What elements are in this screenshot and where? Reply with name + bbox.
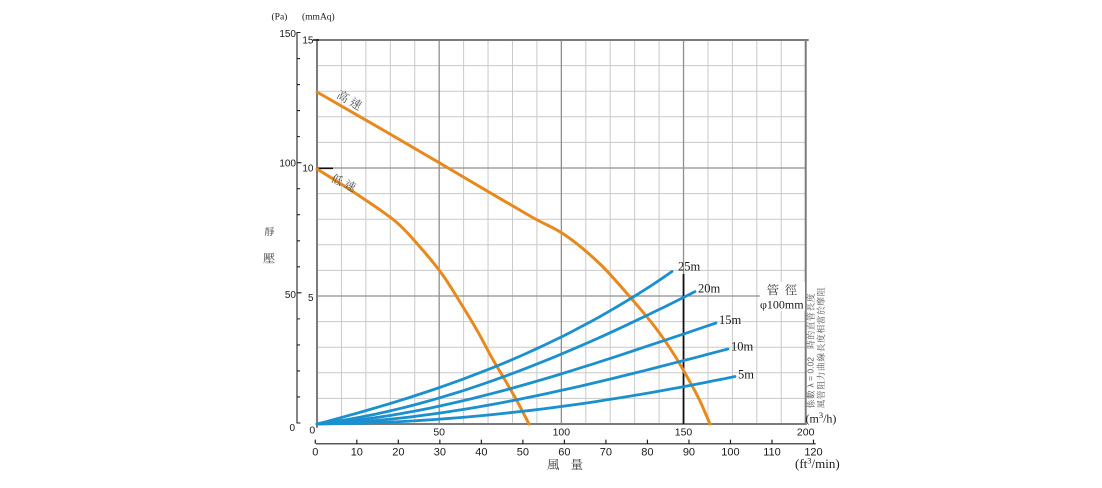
svg-text:90: 90 <box>683 447 695 459</box>
svg-text:0: 0 <box>289 423 295 434</box>
svg-text:10: 10 <box>351 447 363 459</box>
svg-text:10m: 10m <box>731 340 754 354</box>
svg-text:110: 110 <box>763 447 781 459</box>
svg-text:25m: 25m <box>678 260 701 274</box>
svg-text:φ100mm: φ100mm <box>760 297 804 311</box>
svg-text:60: 60 <box>558 447 570 459</box>
svg-text:(ft3/min): (ft3/min) <box>795 456 840 472</box>
svg-text:20: 20 <box>392 447 404 459</box>
svg-text:0: 0 <box>309 425 315 437</box>
svg-text:150: 150 <box>675 427 693 439</box>
svg-text:5m: 5m <box>738 368 754 382</box>
svg-text:100: 100 <box>721 447 739 459</box>
svg-text:30: 30 <box>434 447 446 459</box>
svg-text:15m: 15m <box>719 313 742 327</box>
svg-text:50: 50 <box>285 290 297 301</box>
svg-text:70: 70 <box>600 447 612 459</box>
svg-text:200: 200 <box>797 427 815 439</box>
svg-text:(Pa): (Pa) <box>272 12 288 23</box>
svg-text:100: 100 <box>553 427 571 439</box>
svg-text:120: 120 <box>804 447 822 459</box>
svg-text:15: 15 <box>302 36 314 47</box>
svg-text:100: 100 <box>279 158 296 169</box>
svg-text:5: 5 <box>308 293 314 304</box>
svg-text:50: 50 <box>517 447 529 459</box>
svg-text:150: 150 <box>279 29 296 40</box>
svg-text:50: 50 <box>433 427 445 439</box>
svg-text:0: 0 <box>312 447 318 459</box>
svg-text:40: 40 <box>475 447 487 459</box>
svg-text:λ = 0.02: λ = 0.02 <box>806 357 816 388</box>
svg-text:80: 80 <box>641 447 653 459</box>
svg-text:(mmAq): (mmAq) <box>302 12 335 23</box>
svg-text:(m3/h): (m3/h) <box>806 410 837 426</box>
svg-text:20m: 20m <box>698 282 721 296</box>
svg-text:10: 10 <box>302 164 314 175</box>
